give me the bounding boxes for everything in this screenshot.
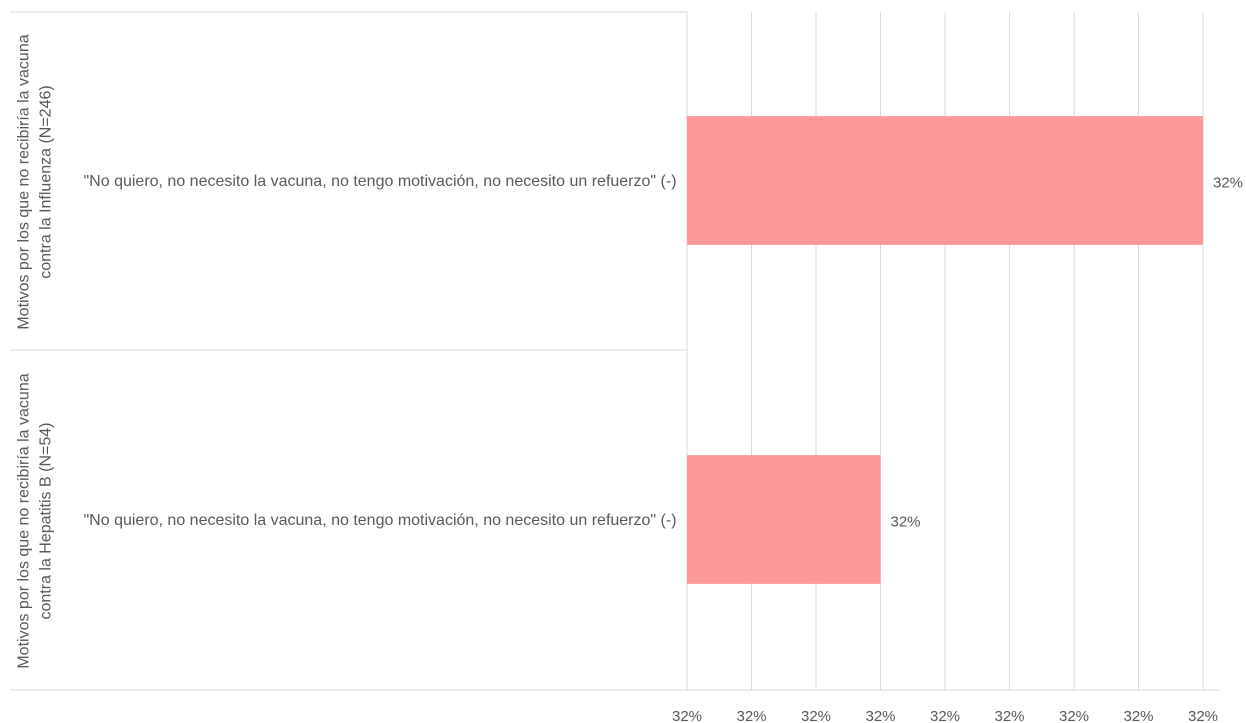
x-tick-label: 32% (736, 708, 766, 723)
x-tick-label: 32% (930, 708, 960, 723)
x-tick-label: 32% (1059, 708, 1089, 723)
bar (687, 116, 1203, 245)
group-label: Motivos por los que no recibiría la vacu… (15, 33, 54, 330)
bar (687, 455, 881, 584)
x-tick-label: 32% (801, 708, 831, 723)
x-tick-label: 32% (1188, 708, 1218, 723)
data-label: 32% (891, 513, 921, 530)
category-label: "No quiero, no necesito la vacuna, no te… (83, 172, 677, 190)
x-tick-label: 32% (994, 708, 1024, 723)
x-tick-label: 32% (1123, 708, 1153, 723)
x-tick-label: 32% (865, 708, 895, 723)
category-label: "No quiero, no necesito la vacuna, no te… (83, 511, 677, 529)
x-tick-label: 32% (672, 708, 702, 723)
data-label: 32% (1213, 174, 1243, 191)
group-label: Motivos por los que no recibiría la vacu… (15, 372, 54, 669)
